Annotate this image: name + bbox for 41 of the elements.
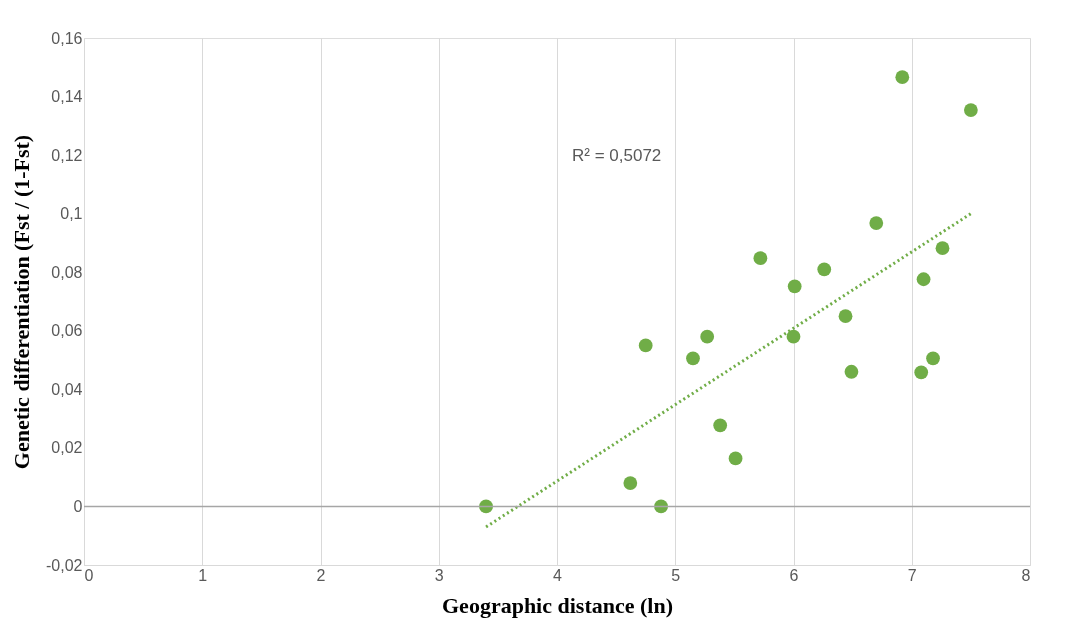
point (895, 70, 910, 85)
x-tick-label: 0 (84, 566, 94, 584)
y-tick-label: 0,1 (60, 205, 83, 223)
point (753, 251, 768, 266)
y-tick-label: -0,02 (46, 556, 83, 574)
y-tick-label: 0,14 (51, 88, 83, 106)
y-tick-label: 0,08 (51, 263, 83, 281)
y-tick-label: 0,04 (51, 380, 83, 398)
y-tick-label: 0,16 (51, 29, 83, 47)
x-tick-label: 2 (316, 566, 326, 584)
point (700, 329, 715, 344)
point (686, 351, 700, 366)
x-tick-label: 8 (1021, 566, 1031, 584)
point (817, 262, 832, 277)
x-tick-label: 3 (434, 566, 444, 584)
point (787, 279, 802, 294)
y-tick-label: 0,12 (51, 146, 83, 164)
annotation: R² = 0,5072 (572, 146, 662, 165)
y-axis-title: Genetic differentiation (Fst / (1-Fst) (9, 134, 35, 470)
x-tick-label: 4 (553, 566, 563, 584)
point (963, 103, 978, 117)
point (638, 338, 653, 353)
point (728, 451, 743, 466)
y-tick-label: 0 (73, 497, 83, 515)
point (838, 309, 853, 324)
point (713, 418, 728, 433)
y-tick-label: 0,06 (51, 322, 83, 340)
point (916, 272, 931, 287)
point (844, 364, 859, 379)
x-axis-title: Geographic distance (ln) (442, 592, 673, 618)
point (935, 241, 950, 256)
point (869, 216, 884, 230)
x-tick-label: 5 (671, 566, 681, 584)
x-tick-label: 1 (198, 566, 208, 584)
point (623, 476, 638, 490)
y-tick-label: 0,02 (51, 439, 83, 457)
point (786, 329, 801, 344)
x-tick-label: 6 (789, 566, 799, 584)
point (926, 351, 940, 366)
point (914, 365, 929, 380)
x-tick-label: 7 (907, 566, 917, 584)
